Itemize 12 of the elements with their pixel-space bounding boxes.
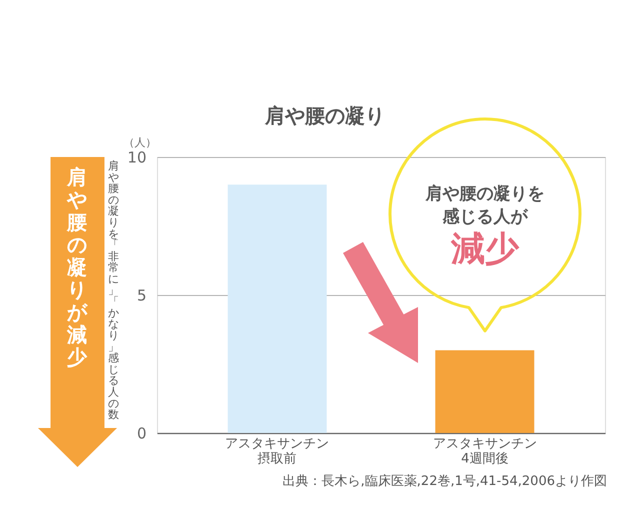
text: 肩や腰の凝りを「非常に」「かなり」感じる人の数	[108, 160, 119, 422]
text: （人）	[124, 136, 156, 149]
source-note: 出典：長木ら,臨床医薬,22巻,1号,41-54,2006より作図	[282, 474, 607, 489]
text: 肩や腰の凝りが減少	[67, 165, 87, 369]
x-tick-label: アスタキサンチン4週間後	[432, 436, 537, 466]
annotation: 肩や腰の凝りを感じる人が	[424, 184, 544, 227]
annotation: 減少	[450, 229, 520, 269]
y-tick-label: 0	[136, 424, 146, 442]
y-tick-label: 5	[136, 286, 146, 304]
y-tick-label: 10	[127, 148, 146, 166]
x-tick-label: アスタキサンチン摂取前	[225, 436, 330, 466]
chart-title: 肩や腰の凝り	[264, 104, 385, 128]
